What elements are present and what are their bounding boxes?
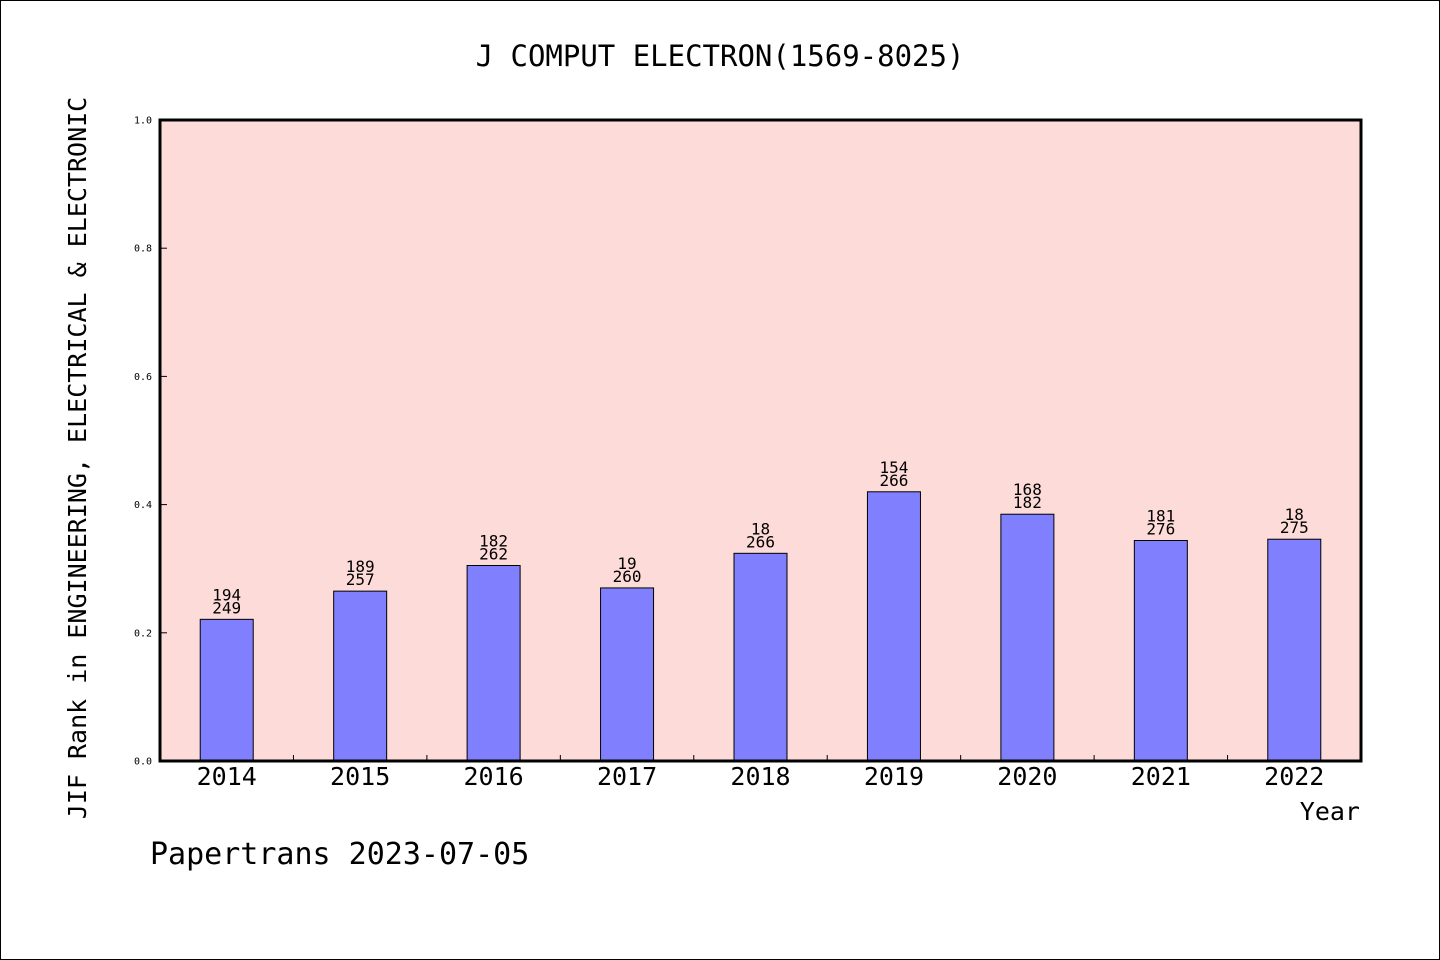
bar-2020 [1000, 513, 1055, 762]
x-tick-label: 2022 [1264, 762, 1324, 791]
x-axis-ticks: 2014 2015 2016 2017 2018 2019 2020 2021 2022 [197, 755, 1324, 791]
bar-2016 [466, 564, 521, 762]
x-tick-label: 2019 [864, 762, 924, 791]
y-tick-label: 1.0 [134, 116, 152, 127]
bar-label-bottom: 260 [613, 567, 642, 586]
bars [199, 491, 1322, 762]
bar-2018 [733, 552, 788, 762]
y-tick-label: 0.4 [134, 500, 152, 511]
x-tick-label: 2018 [730, 762, 790, 791]
bar-label-top: 168 [1013, 480, 1042, 499]
bar-label-bottom: 262 [479, 544, 508, 563]
bar-label-bottom: 266 [746, 532, 775, 551]
bar-label-bottom: 249 [212, 598, 241, 617]
bar-2019 [866, 491, 921, 762]
bar-label-top: 189 [346, 557, 375, 576]
bar-label-top: 194 [212, 585, 241, 604]
bar-2022 [1267, 538, 1322, 762]
chart-title: J COMPUT ELECTRON(1569-8025) [476, 39, 965, 73]
x-axis-label: Year [1300, 797, 1360, 826]
bar-label-bottom: 275 [1280, 518, 1309, 537]
bar-label-top: 182 [479, 531, 508, 550]
y-tick-label: 0.2 [134, 628, 152, 639]
y-tick-label: 0.0 [134, 757, 152, 768]
bar-2015 [333, 590, 388, 762]
y-tick-label: 0.8 [134, 244, 152, 255]
x-tick-label: 2017 [597, 762, 657, 791]
x-tick-label: 2015 [330, 762, 390, 791]
bar-label-top: 18 [1285, 505, 1304, 524]
bar-label-bottom: 276 [1146, 519, 1175, 538]
x-tick-label: 2021 [1131, 762, 1191, 791]
x-tick-label: 2016 [464, 762, 524, 791]
bar-label-top: 18 [751, 519, 770, 538]
bar-2021 [1133, 539, 1188, 762]
bar-2017 [600, 587, 655, 762]
y-tick-label: 0.6 [134, 372, 152, 383]
bar-label-bottom: 182 [1013, 493, 1042, 512]
bar-2014 [199, 618, 254, 762]
bar-label-top: 181 [1146, 506, 1175, 525]
x-tick-label: 2020 [997, 762, 1057, 791]
y-axis-label: JIF Rank in ENGINEERING, ELECTRICAL & EL… [63, 97, 92, 819]
plot-frame [158, 118, 1363, 763]
bar-label-top: 154 [879, 458, 908, 477]
bar-label-bottom: 257 [346, 570, 375, 589]
x-tick-label: 2014 [197, 762, 257, 791]
bar-label-bottom: 266 [879, 471, 908, 490]
footer-text: Papertrans 2023-07-05 [150, 837, 529, 872]
bar-label-top: 19 [617, 554, 636, 573]
